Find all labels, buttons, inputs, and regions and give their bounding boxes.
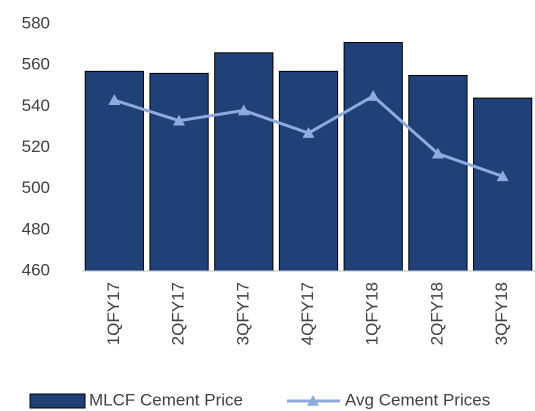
legend-label: Avg Cement Prices: [345, 390, 490, 409]
x-tick-label: 3QFY18: [492, 282, 511, 345]
line-marker: [431, 147, 444, 159]
bar: [408, 74, 468, 272]
x-tick-label: 1QFY18: [363, 282, 382, 345]
x-tick-label: 4QFY17: [298, 282, 317, 345]
bar: [343, 42, 403, 272]
y-tick-label: 540: [22, 96, 50, 115]
line-marker: [302, 127, 315, 138]
line-marker: [237, 104, 250, 116]
legend-swatch: [29, 393, 86, 409]
x-tick-label: 3QFY17: [233, 282, 252, 345]
bar: [149, 72, 209, 272]
y-tick-label: 500: [22, 178, 50, 197]
bar: [473, 97, 533, 272]
x-tick-label: 2QFY18: [427, 282, 446, 345]
y-tick-label: 560: [22, 55, 50, 74]
legend-label: MLCF Cement Price: [89, 390, 243, 409]
y-tick-label: 460: [22, 260, 50, 279]
y-tick-label: 520: [22, 137, 50, 156]
line-marker: [108, 94, 121, 105]
bar: [214, 52, 274, 272]
line-marker: [367, 90, 380, 101]
x-tick-label: 1QFY17: [104, 282, 123, 345]
y-tick-label: 480: [22, 219, 50, 238]
line-marker: [173, 114, 186, 126]
y-tick-label: 580: [22, 13, 50, 32]
legend-marker: [307, 395, 319, 406]
x-tick-label: 2QFY17: [169, 282, 188, 345]
line-marker: [496, 170, 509, 182]
bar: [278, 70, 339, 272]
